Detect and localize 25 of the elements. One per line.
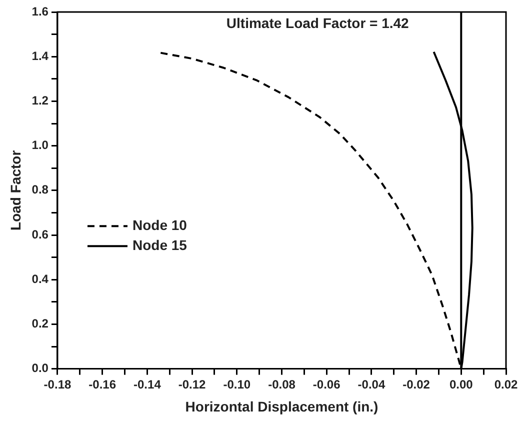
x-tick-label: -0.04 [358, 377, 386, 392]
y-tick-label: 0.0 [32, 361, 49, 376]
x-tick-label: 0.00 [449, 377, 474, 392]
legend-label: Node 15 [132, 236, 188, 253]
y-tick-label: 0.8 [32, 182, 49, 197]
x-tick-label: -0.16 [88, 377, 116, 392]
x-tick-label: -0.12 [178, 377, 206, 392]
y-tick-label: 1.2 [32, 94, 49, 108]
y-tick-label: 0.6 [32, 227, 49, 242]
x-tick-label: -0.18 [44, 377, 72, 392]
y-tick-label: 1.4 [32, 48, 49, 63]
x-tick-label: -0.02 [402, 377, 430, 392]
y-tick-label: 1.6 [32, 4, 49, 18]
x-axis-title: Horizontal Displacement (in.) [185, 398, 378, 414]
y-tick-label: 0.4 [32, 272, 49, 286]
y-axis-title: Load Factor [7, 150, 24, 230]
y-tick-label: 0.2 [32, 316, 49, 331]
x-tick-label: 0.02 [494, 377, 518, 392]
annotation: Ultimate Load Factor = 1.42 [226, 14, 410, 31]
y-tick-label: 1.0 [32, 138, 49, 152]
x-tick-label: -0.14 [134, 377, 162, 392]
x-tick-label: -0.10 [223, 377, 251, 392]
legend-label: Node 10 [132, 216, 188, 233]
x-tick-label: -0.08 [268, 377, 296, 392]
x-tick-label: -0.06 [312, 377, 341, 392]
